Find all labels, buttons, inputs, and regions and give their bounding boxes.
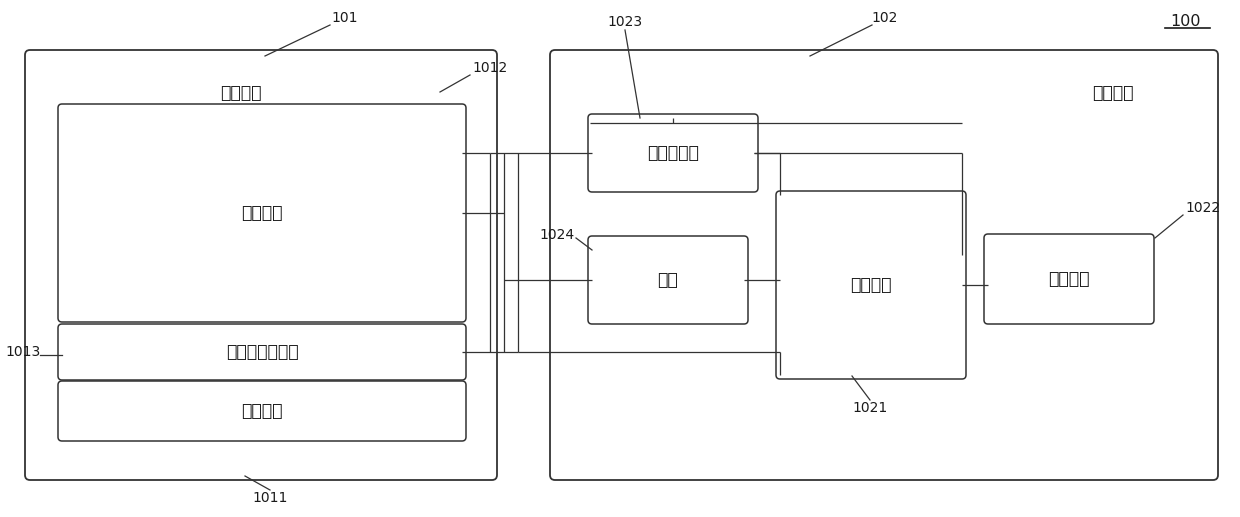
FancyBboxPatch shape [588, 236, 748, 324]
Text: 1023: 1023 [608, 15, 642, 29]
Text: 第一气囊: 第一气囊 [242, 402, 283, 420]
FancyBboxPatch shape [58, 381, 466, 441]
FancyBboxPatch shape [58, 324, 466, 380]
Text: 气压传感器: 气压传感器 [647, 144, 699, 162]
Text: 1024: 1024 [539, 228, 575, 242]
FancyBboxPatch shape [25, 50, 497, 480]
Text: 枕头主体: 枕头主体 [221, 84, 262, 102]
Text: 1021: 1021 [852, 401, 888, 415]
Text: 控制系统: 控制系统 [1092, 84, 1133, 102]
Text: 102: 102 [872, 11, 898, 25]
Text: 1022: 1022 [1185, 201, 1220, 215]
FancyBboxPatch shape [58, 104, 466, 322]
Text: 100: 100 [1169, 14, 1200, 29]
FancyBboxPatch shape [588, 114, 758, 192]
Text: 1013: 1013 [5, 345, 40, 359]
Text: 1011: 1011 [252, 491, 288, 505]
Text: 控制设备: 控制设备 [851, 276, 892, 294]
Text: 气泵: 气泵 [657, 271, 678, 289]
Text: 压力传感器单元: 压力传感器单元 [226, 343, 299, 361]
Text: 第二气囊: 第二气囊 [242, 204, 283, 222]
FancyBboxPatch shape [776, 191, 966, 379]
FancyBboxPatch shape [985, 234, 1154, 324]
Text: 1012: 1012 [472, 61, 507, 75]
Text: 供电模块: 供电模块 [1048, 270, 1090, 288]
FancyBboxPatch shape [551, 50, 1218, 480]
Text: 101: 101 [332, 11, 358, 25]
